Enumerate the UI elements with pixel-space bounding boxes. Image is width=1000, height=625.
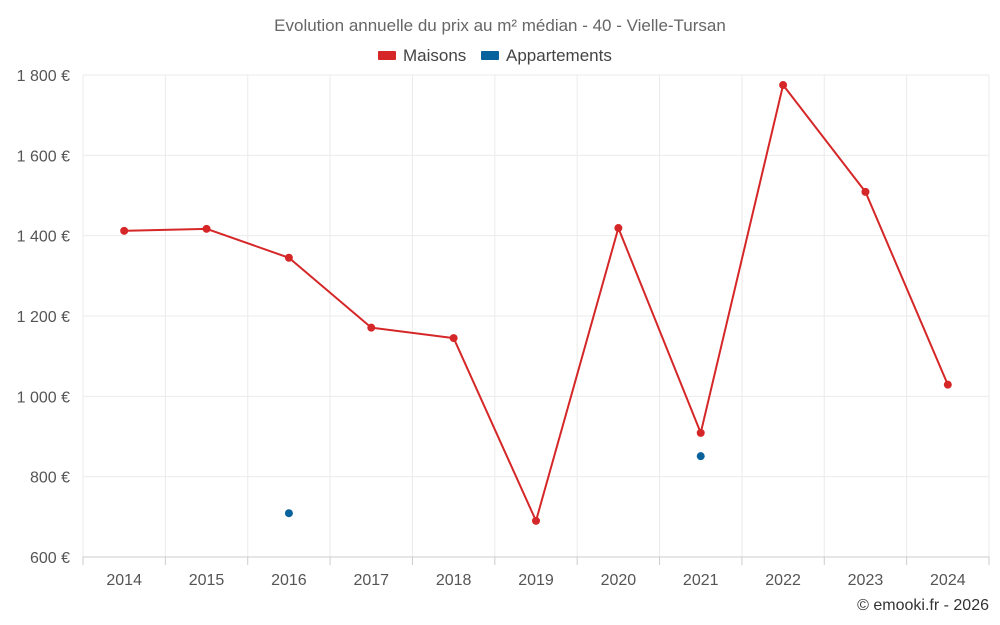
y-tick-label: 1 400 € — [17, 229, 70, 246]
data-point-maisons-2022[interactable] — [779, 81, 788, 90]
data-point-appartements-2016[interactable] — [284, 509, 293, 518]
legend-label-appartements: Appartements — [506, 46, 612, 65]
data-point-maisons-2021[interactable] — [696, 428, 705, 437]
data-point-maisons-2015[interactable] — [202, 224, 211, 233]
x-tick-label: 2023 — [848, 572, 884, 589]
x-tick-label: 2022 — [765, 572, 801, 589]
grid — [82, 74, 990, 557]
x-tick-label: 2018 — [436, 572, 472, 589]
axes: 600 € 800 € 1 000 € 1 200 € 1 400 € 1 600 € 1 … — [17, 68, 990, 589]
x-tick-label: 2019 — [518, 572, 554, 589]
legend-item-appartements[interactable]: Appartements — [481, 46, 612, 65]
x-tick-label: 2014 — [106, 572, 142, 589]
x-tick-label: 2021 — [683, 572, 719, 589]
y-tick-label: 800 € — [30, 470, 70, 487]
y-tick-label: 1 800 € — [17, 68, 70, 85]
x-tick-label: 2024 — [930, 572, 966, 589]
data-point-maisons-2016[interactable] — [284, 253, 293, 262]
data-point-appartements-2021[interactable] — [696, 452, 705, 461]
x-tick-label: 2017 — [353, 572, 389, 589]
legend-swatch-maisons — [378, 51, 396, 60]
legend-swatch-appartements — [481, 51, 499, 60]
legend-item-maisons[interactable]: Maisons — [378, 46, 466, 65]
data-point-maisons-2019[interactable] — [532, 516, 540, 525]
data-point-maisons-2017[interactable] — [367, 323, 376, 332]
y-tick-label: 1 600 € — [17, 148, 70, 165]
data-point-maisons-2020[interactable] — [614, 224, 623, 233]
x-tick-label: 2020 — [601, 572, 637, 589]
x-tick-label: 2016 — [271, 572, 307, 589]
x-tick-label: 2015 — [189, 572, 225, 589]
legend-label-maisons: Maisons — [403, 46, 466, 65]
y-tick-label: 1 200 € — [17, 309, 70, 326]
data-point-maisons-2024[interactable] — [943, 380, 952, 389]
data-point-maisons-2018[interactable] — [449, 334, 458, 343]
data-point-maisons-2023[interactable] — [861, 187, 870, 196]
chart-title: Evolution annuelle du prix au m² médian … — [274, 16, 726, 35]
y-tick-label: 600 € — [30, 550, 70, 567]
series — [120, 81, 952, 525]
credit-text: © emooki.fr - 2026 — [857, 597, 989, 614]
legend: Maisons Appartements — [378, 46, 612, 65]
y-tick-label: 1 000 € — [17, 389, 70, 406]
data-point-maisons-2014[interactable] — [120, 226, 129, 235]
